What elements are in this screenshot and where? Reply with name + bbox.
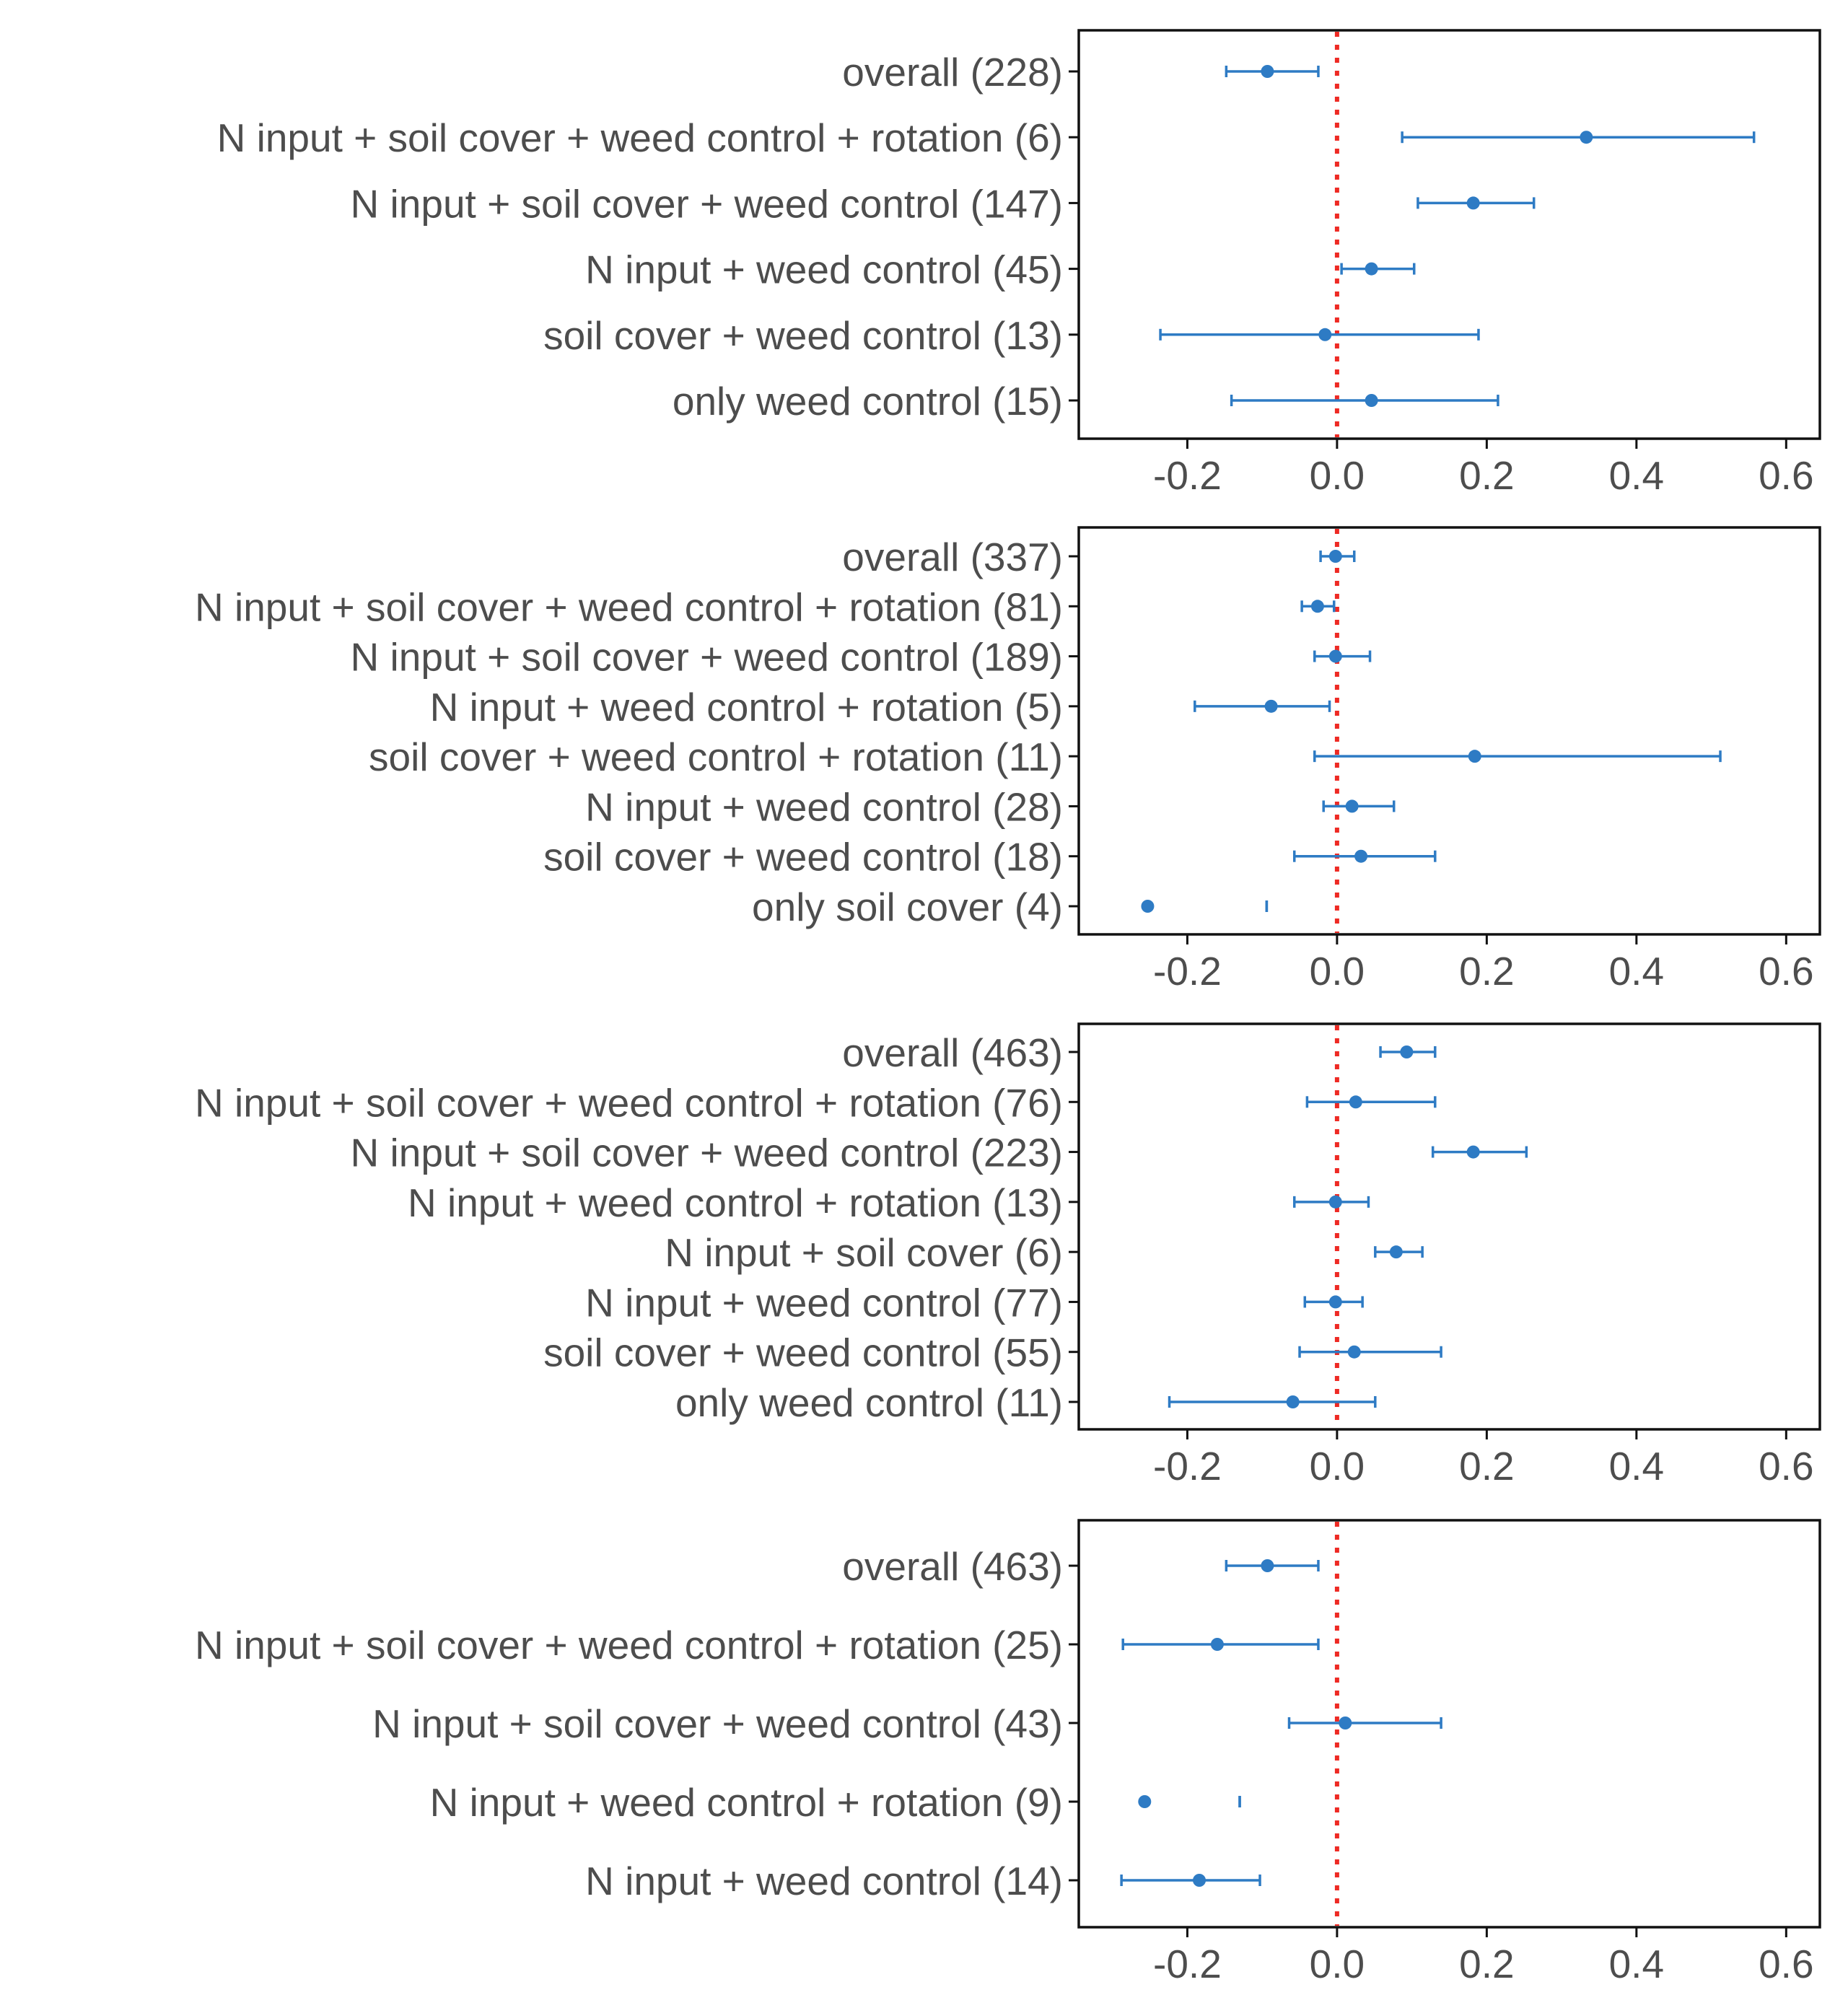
- point-estimate: [1365, 262, 1378, 276]
- x-tick-label: -0.2: [1153, 949, 1222, 994]
- point-estimate: [1318, 328, 1332, 341]
- point-estimate: [1466, 1145, 1480, 1159]
- point-estimate: [1310, 600, 1324, 613]
- forest-panel-4: -0.2 0.0 0.2 0.4 0.6 overall (463) N input + s…: [195, 1519, 1821, 1986]
- x-tick-label: 0.4: [1609, 1942, 1664, 1986]
- x-tick-label: -0.2: [1153, 453, 1222, 498]
- point-estimate: [1580, 131, 1593, 144]
- row-label: N input + soil cover + weed control + ro…: [195, 1080, 1063, 1125]
- point-estimate: [1328, 1295, 1342, 1309]
- forest-panel-3: -0.2 0.0 0.2 0.4 0.6 overall (463) N input + s…: [195, 1022, 1821, 1489]
- point-estimate: [1339, 1717, 1352, 1729]
- row-label: N input + soil cover + weed control + ro…: [217, 115, 1063, 160]
- x-tick-label: 0.0: [1310, 1942, 1365, 1986]
- x-tick-label: 0.4: [1609, 1444, 1664, 1489]
- forest-panel-1: -0.2 0.0 0.2 0.4 0.6 overall (228) N input + s…: [217, 29, 1821, 498]
- row-label: overall (337): [842, 535, 1063, 579]
- point-estimate: [1210, 1638, 1224, 1651]
- row-label: soil cover + weed control + rotation (11…: [369, 735, 1063, 779]
- row-label: overall (463): [842, 1544, 1063, 1589]
- x-tick-label: 0.2: [1459, 1444, 1514, 1489]
- row-label: only weed control (11): [675, 1380, 1063, 1425]
- point-estimate: [1141, 900, 1155, 913]
- row-label: N input + weed control (45): [585, 247, 1063, 292]
- point-estimate: [1264, 699, 1278, 713]
- x-tick-label: -0.2: [1153, 1942, 1222, 1986]
- row-label: N input + weed control + rotation (9): [430, 1780, 1063, 1825]
- row-label: overall (228): [842, 50, 1063, 95]
- x-tick-label: 0.6: [1759, 1444, 1813, 1489]
- point-estimate: [1347, 1345, 1361, 1359]
- row-label: N input + weed control + rotation (13): [408, 1180, 1063, 1225]
- x-tick-label: 0.2: [1459, 949, 1514, 994]
- point-estimate: [1345, 799, 1359, 813]
- row-label: soil cover + weed control (18): [543, 835, 1063, 880]
- panel-frame: [1077, 1519, 1821, 1929]
- panel-frame: [1077, 526, 1821, 936]
- row-label: N input + weed control (14): [585, 1859, 1063, 1903]
- row-label: N input + weed control (77): [585, 1280, 1063, 1325]
- point-estimate: [1466, 196, 1480, 210]
- row-label: N input + weed control (28): [585, 784, 1063, 829]
- point-estimate: [1468, 750, 1481, 763]
- point-estimate: [1328, 550, 1342, 563]
- x-tick-label: 0.4: [1609, 949, 1664, 994]
- x-tick-label: 0.6: [1759, 453, 1813, 498]
- panel-frame: [1077, 29, 1821, 440]
- x-tick-label: 0.2: [1459, 1942, 1514, 1986]
- point-estimate: [1328, 1195, 1342, 1209]
- row-label: N input + weed control + rotation (5): [430, 685, 1063, 729]
- x-tick-label: 0.0: [1310, 949, 1365, 994]
- row-label: N input + soil cover + weed control (147…: [351, 181, 1063, 226]
- x-tick-label: 0.6: [1759, 949, 1813, 994]
- row-label: N input + soil cover + weed control (43): [372, 1701, 1063, 1746]
- point-estimate: [1261, 65, 1274, 78]
- row-label: N input + soil cover + weed control + ro…: [195, 584, 1063, 629]
- point-estimate: [1328, 649, 1342, 663]
- row-label: overall (463): [842, 1030, 1063, 1075]
- row-label: only soil cover (4): [752, 885, 1063, 929]
- row-label: only weed control (15): [673, 379, 1063, 424]
- row-label: soil cover + weed control (13): [543, 313, 1063, 358]
- point-estimate: [1193, 1874, 1207, 1887]
- forest-panel-2: -0.2 0.0 0.2 0.4 0.6 overall (337) N input + s…: [195, 526, 1821, 994]
- point-estimate: [1400, 1045, 1414, 1058]
- x-tick-label: -0.2: [1153, 1444, 1222, 1489]
- x-tick-label: 0.2: [1459, 453, 1514, 498]
- row-label: soil cover + weed control (55): [543, 1330, 1063, 1375]
- panel-frame: [1077, 1022, 1821, 1431]
- x-tick-label: 0.0: [1310, 453, 1365, 498]
- x-tick-label: 0.6: [1759, 1942, 1813, 1986]
- point-estimate: [1365, 394, 1378, 407]
- point-estimate: [1389, 1245, 1403, 1259]
- point-estimate: [1261, 1559, 1274, 1572]
- row-label: N input + soil cover + weed control (223…: [351, 1131, 1063, 1175]
- row-label: N input + soil cover (6): [665, 1230, 1063, 1275]
- row-label: N input + soil cover + weed control + ro…: [195, 1623, 1063, 1667]
- point-estimate: [1354, 849, 1368, 863]
- point-estimate: [1138, 1795, 1152, 1808]
- point-estimate: [1286, 1395, 1300, 1408]
- point-estimate: [1349, 1095, 1362, 1109]
- row-label: N input + soil cover + weed control (189…: [351, 635, 1063, 680]
- x-tick-label: 0.4: [1609, 453, 1664, 498]
- x-tick-label: 0.0: [1310, 1444, 1365, 1489]
